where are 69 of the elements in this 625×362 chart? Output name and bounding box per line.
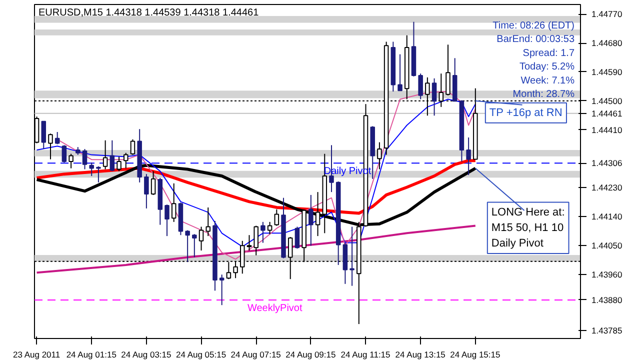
y-tick-label: 1.44050 — [592, 240, 622, 250]
y-tick-label: 1.44230 — [592, 182, 622, 193]
y-tick-label: 1.44306 — [592, 158, 622, 168]
candlestick — [82, 148, 88, 170]
candlestick — [432, 78, 437, 116]
candlestick — [308, 194, 314, 246]
y-tick-label: 1.43880 — [592, 294, 622, 305]
candlestick — [418, 73, 423, 100]
y-tick-label: 1.44770 — [592, 9, 622, 20]
candlestick — [150, 170, 156, 196]
annotation: TP +16p at RN — [489, 106, 562, 119]
candlestick — [198, 226, 204, 252]
candlestick — [89, 162, 94, 176]
x-tick-label: 24 Aug 09:15 — [286, 350, 336, 360]
candlestick — [185, 230, 190, 263]
candlestick — [274, 208, 280, 226]
x-tick-label: 24 Aug 07:15 — [230, 350, 282, 360]
candlestick — [350, 226, 354, 286]
annotation: Time: 08:26 (EDT) — [492, 20, 575, 32]
candlestick — [206, 206, 211, 237]
candlestick — [192, 234, 197, 258]
x-tick-label: 24 Aug 01:15 — [66, 350, 117, 360]
candlestick — [294, 226, 300, 250]
candlestick — [267, 221, 272, 235]
x-tick-label: 23 Aug 2011 — [12, 350, 60, 360]
candlestick — [123, 152, 128, 169]
candlestick — [48, 133, 53, 160]
candlestick — [110, 140, 115, 172]
candlestick — [62, 144, 67, 164]
candlestick — [466, 136, 471, 176]
annotation: BarEnd: 00:03:53 — [496, 34, 575, 46]
chart-title: EURUSD,M15 1.44318 1.44539 1.44318 1.44461 — [38, 8, 260, 18]
annotation: Month: 28.7% — [512, 89, 575, 100]
y-tick-label: 1.44410 — [592, 124, 622, 135]
candlestick — [116, 156, 122, 172]
x-tick-label: 24 Aug 05:15 — [176, 350, 226, 360]
line-series — [36, 224, 476, 274]
candlestick — [68, 153, 74, 169]
annotation: Spread: 1.7 — [522, 48, 575, 59]
candlestick — [246, 234, 252, 252]
candlestick — [398, 54, 402, 92]
y-tick-label: 1.44500 — [592, 96, 622, 106]
x-tick-label: 24 Aug 11:15 — [340, 350, 391, 360]
candlestick — [219, 274, 224, 306]
candlestick — [54, 132, 60, 145]
y-tick-label: 1.44140 — [592, 211, 622, 222]
candlestick — [260, 221, 266, 244]
y-tick-label: 1.44590 — [592, 66, 622, 77]
candlestick — [254, 225, 258, 256]
candlestick — [144, 174, 149, 209]
y-tick-label: 1.43960 — [592, 269, 622, 280]
annotation: Today: 5.2% — [519, 62, 575, 73]
ref-line-label: WeeklyPivot — [247, 302, 302, 314]
x-tick-label: 24 Aug 03:15 — [121, 350, 172, 360]
x-tick-label: 24 Aug 15:15 — [450, 350, 500, 360]
candlestick — [171, 182, 176, 222]
y-tick-label: 1.44461 — [592, 108, 622, 118]
candlestick — [102, 140, 108, 170]
candlestick — [377, 142, 382, 170]
x-tick-label: 24 Aug 13:15 — [395, 350, 446, 360]
candlestick — [130, 138, 136, 156]
y-tick-label: 1.43785 — [592, 325, 622, 336]
candlestick — [96, 166, 101, 183]
annotation: Week: 7.1% — [520, 75, 575, 86]
candlestick — [164, 204, 170, 237]
candlestick — [446, 44, 450, 96]
annotation: LONG Here at: M15 50, H1 10 Daily Pivot — [491, 206, 565, 250]
y-tick-label: 1.44680 — [592, 38, 622, 48]
candlestick — [41, 120, 46, 150]
